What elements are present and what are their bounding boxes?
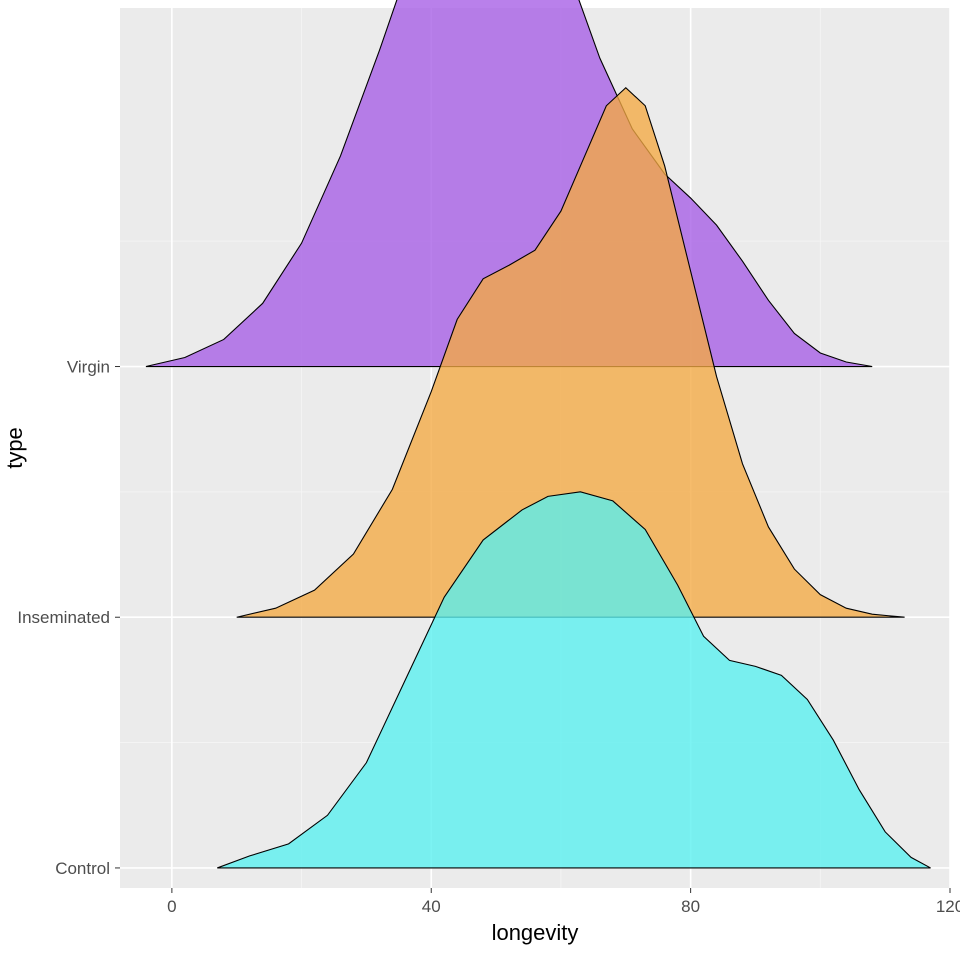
x-tick-label: 80 — [681, 897, 700, 916]
x-tick-label: 120 — [936, 897, 960, 916]
x-tick-label: 0 — [167, 897, 176, 916]
x-axis-title: longevity — [492, 920, 579, 945]
y-tick-label: Inseminated — [17, 608, 110, 627]
y-tick-label: Virgin — [67, 358, 110, 377]
ridgeline-chart: 0 40 80 120 Control Inseminated Virgin longev… — [0, 0, 960, 960]
y-axis-title: type — [2, 427, 27, 469]
x-tick-label: 40 — [422, 897, 441, 916]
y-tick-label: Control — [55, 859, 110, 878]
